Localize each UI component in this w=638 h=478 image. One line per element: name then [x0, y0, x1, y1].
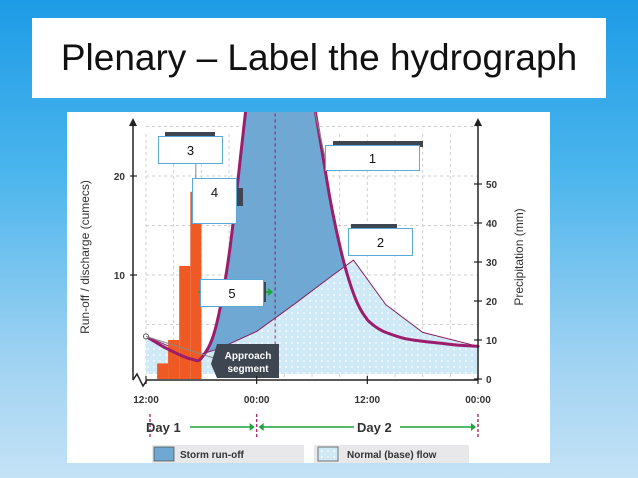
- x-tick-label-1: 00:00: [244, 395, 270, 406]
- title-box: Plenary – Label the hydrograph: [32, 18, 606, 98]
- approach-callout-line1: Approach: [225, 351, 272, 362]
- day1-label: Day 1: [146, 420, 181, 435]
- legend-base-label: Normal (base) flow: [347, 450, 437, 461]
- label-5-text: 5: [228, 285, 236, 301]
- callout-tab-1: [333, 141, 423, 147]
- y2-tick-label-5: 50: [486, 180, 498, 191]
- x-tick-label-3: 00:00: [465, 395, 491, 406]
- label-box-2[interactable]: 2: [348, 228, 413, 256]
- legend-storm-swatch: [153, 446, 175, 462]
- y2-tick-label-1: 10: [486, 336, 498, 347]
- slide-title: Plenary – Label the hydrograph: [60, 37, 578, 78]
- callout-tab-0: [165, 132, 215, 138]
- y-tick-label-0: 10: [114, 271, 126, 282]
- legend-storm-bg: [152, 445, 304, 463]
- approach-callout-box: [211, 344, 279, 378]
- y2-tick-label-2: 20: [486, 297, 498, 308]
- rainfall-bar-1: [168, 340, 180, 379]
- x-tick-label-0: 12:00: [133, 395, 159, 406]
- legend-base-bg: [314, 445, 469, 463]
- y-axis-title: Run-off / discharge (cumecs): [78, 180, 92, 334]
- rainfall-bar-2: [179, 265, 191, 379]
- right-axis-arrow: [474, 118, 482, 126]
- left-axis-arrow: [129, 118, 137, 126]
- x-tick-label-2: 12:00: [355, 395, 381, 406]
- label-box-1[interactable]: 1: [325, 145, 420, 171]
- lag-arrow-head-right: [268, 288, 274, 296]
- callout-side-0: [237, 188, 243, 206]
- label-box-4[interactable]: 4: [192, 178, 237, 224]
- day2-arrow-head-right: [471, 423, 476, 431]
- legend-storm-label: Storm run-off: [180, 450, 245, 461]
- legend-base-swatch: [317, 446, 339, 462]
- label-1-text: 1: [368, 150, 377, 166]
- callout-tab-2: [351, 224, 397, 230]
- y2-axis-title: Precipitation (mm): [512, 208, 526, 305]
- y2-tick-label-3: 30: [486, 258, 498, 269]
- y2-tick-label-0: 0: [486, 375, 492, 386]
- day2-arrow-head-left: [258, 423, 264, 431]
- approach-leader: [145, 335, 218, 360]
- rainfall-bar-3: [190, 191, 202, 379]
- x-axis: [132, 372, 478, 388]
- hydrograph-chart: Approachsegment10203040500102030405012:0…: [78, 112, 526, 463]
- rainfall-bar-0: [157, 363, 169, 379]
- peak-leader: [314, 112, 326, 158]
- label-box-5[interactable]: 5: [200, 279, 264, 307]
- storm-runoff-area: [146, 112, 478, 374]
- label-2-text: 2: [376, 234, 385, 250]
- y2-tick-label-4: 40: [486, 219, 498, 230]
- hydrograph-line: [144, 112, 480, 363]
- day2-label: Day 2: [357, 420, 392, 435]
- label-box-3[interactable]: 3: [158, 136, 223, 164]
- label-3-text: 3: [186, 142, 195, 158]
- label-4-text: 4: [210, 185, 219, 200]
- approach-callout-line2: segment: [227, 364, 269, 375]
- y-tick-label-1: 20: [114, 172, 126, 183]
- hydrograph-figure: Approachsegment10203040500102030405012:0…: [67, 112, 550, 463]
- day1-arrow-head: [249, 423, 255, 431]
